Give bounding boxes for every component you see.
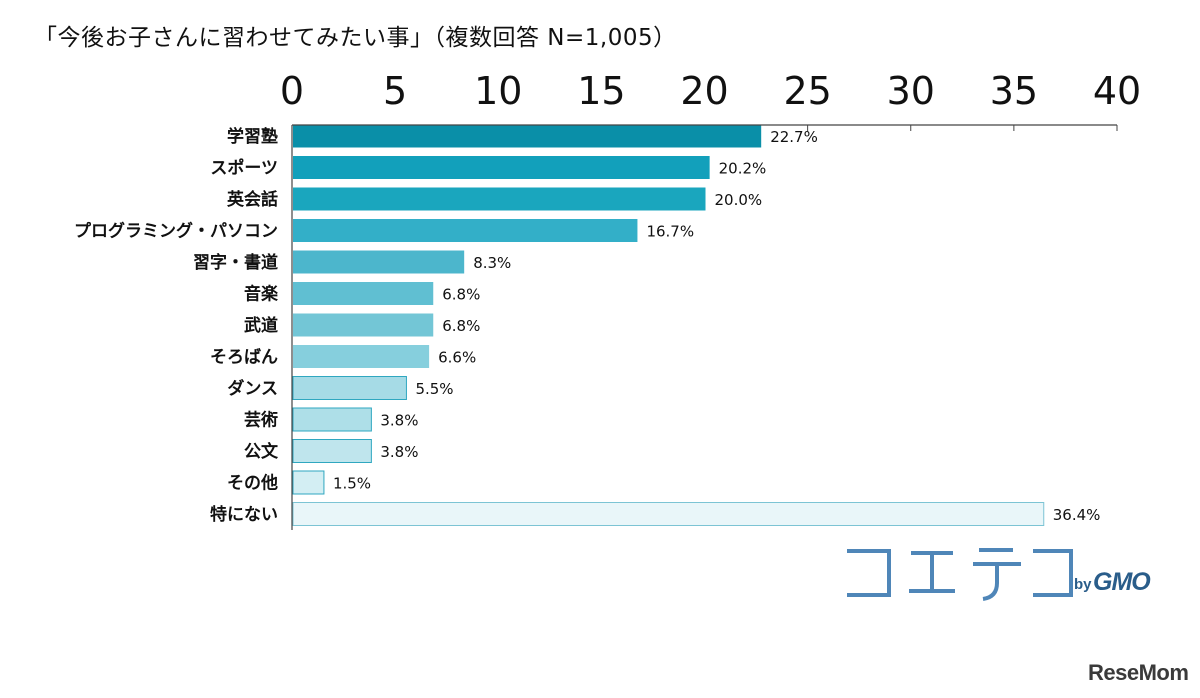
category-labels: 学習塾スポーツ英会話プログラミング・パソコン習字・書道音楽武道そろばんダンス芸術…	[74, 126, 279, 525]
category-label: そろばん	[210, 348, 278, 368]
bar	[293, 219, 638, 242]
data-label: 3.8%	[380, 443, 418, 461]
category-label: 学習塾	[227, 126, 278, 147]
bar	[292, 376, 407, 400]
x-tick-label: 40	[1093, 69, 1141, 113]
bar	[293, 313, 434, 337]
category-label: 音楽	[244, 284, 279, 305]
data-label: 8.3%	[473, 254, 511, 272]
category-label: スポーツ	[210, 158, 278, 179]
value-labels: 22.7%20.2% 20.0% 16.7% 8.3% 6.8% 6.8% 6.6% 5.5%…	[333, 128, 1100, 524]
bar	[293, 250, 465, 274]
bar	[292, 439, 372, 463]
chart-title: 「今後お子さんに習わせてみたい事」（複数回答 N=1,005）	[34, 25, 677, 51]
data-label: 1.5%	[333, 475, 371, 493]
category-label: 英会話	[227, 189, 278, 210]
category-label: 武道	[244, 315, 278, 336]
category-label: その他	[227, 473, 278, 494]
bar	[292, 407, 372, 432]
x-tick-label: 5	[383, 69, 407, 113]
data-label: 36.4%	[1053, 506, 1101, 524]
bar	[293, 282, 434, 305]
category-label: ダンス	[227, 378, 278, 399]
bar	[293, 345, 430, 368]
data-label: 20.2%	[719, 160, 767, 178]
data-label: 22.7%	[770, 128, 818, 146]
bar	[292, 502, 1045, 526]
bar	[293, 187, 706, 211]
category-label: 特にない	[210, 504, 278, 525]
data-label: 5.5%	[415, 380, 453, 398]
category-label: 芸術	[244, 410, 278, 431]
bar	[292, 470, 325, 495]
x-tick-label: 35	[990, 69, 1038, 113]
data-label: 6.8%	[442, 286, 480, 304]
category-label: 公文	[244, 441, 279, 462]
x-tick-label: 10	[474, 69, 522, 113]
data-label: 3.8%	[380, 412, 418, 430]
gmo-logo: GMO	[1093, 568, 1151, 596]
data-label: 16.7%	[646, 223, 694, 241]
x-tick-label: 25	[783, 69, 831, 113]
category-label: プログラミング・パソコン	[74, 221, 278, 242]
bars	[292, 124, 1045, 526]
data-label: 6.6%	[438, 349, 476, 367]
data-label: 6.8%	[442, 317, 480, 335]
resemom-watermark: ReseMom	[1088, 660, 1189, 685]
bar	[293, 156, 710, 179]
x-tick-label: 15	[577, 69, 625, 113]
koeteko-logo	[847, 548, 1073, 601]
brand-by-text: by	[1074, 576, 1092, 593]
bar	[293, 124, 762, 148]
x-tick-label: 0	[280, 69, 304, 113]
category-label: 習字・書道	[193, 252, 278, 273]
x-tick-label: 30	[887, 69, 935, 113]
data-label: 20.0%	[715, 191, 763, 209]
x-axis-ticks: 0 5 10 15 20 25 30 35 40	[280, 69, 1141, 113]
x-tick-label: 20	[680, 69, 728, 113]
